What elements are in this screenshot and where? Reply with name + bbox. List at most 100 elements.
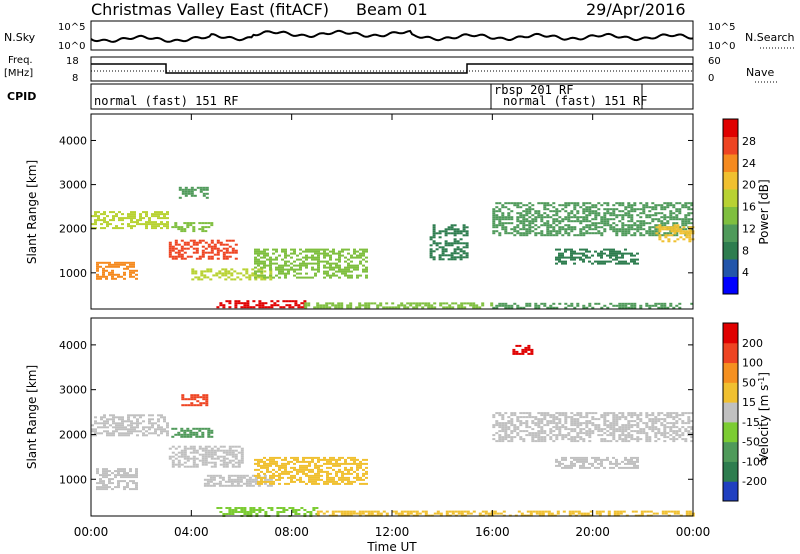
data-cell (624, 428, 628, 431)
data-cell (588, 466, 591, 469)
data-cell (332, 462, 335, 465)
data-cell (148, 223, 151, 226)
data-cell (111, 478, 114, 481)
data-cell (187, 398, 191, 401)
data-cell (451, 512, 455, 515)
data-cell (522, 218, 526, 221)
data-cell (636, 220, 640, 223)
time-tick-label: 12:00 (375, 525, 410, 539)
data-cell (534, 424, 538, 427)
data-cell (109, 211, 112, 214)
data-cell (303, 509, 307, 511)
data-cell (573, 428, 577, 431)
data-cell (582, 228, 586, 231)
data-cell (353, 460, 356, 463)
data-cell (639, 304, 643, 307)
data-cell (117, 486, 120, 489)
colorbar-segment (723, 206, 738, 225)
data-cell (145, 215, 148, 218)
data-cell (311, 482, 314, 485)
data-cell (181, 192, 185, 195)
data-cell (627, 228, 631, 231)
data-cell (579, 464, 582, 467)
data-cell (132, 275, 135, 278)
data-cell (323, 266, 326, 269)
data-cell (556, 510, 560, 513)
data-cell (120, 474, 123, 477)
data-cell (624, 436, 628, 439)
data-cell (589, 510, 593, 513)
data-cell (163, 430, 166, 433)
data-cell (299, 470, 302, 473)
data-cell (276, 304, 280, 307)
data-cell (654, 302, 658, 305)
data-cell (135, 472, 138, 475)
data-cell (120, 480, 123, 483)
data-cell (552, 218, 556, 221)
data-cell (177, 249, 181, 252)
data-cell (651, 202, 655, 205)
data-cell (521, 352, 525, 355)
data-cell (576, 218, 580, 221)
data-cell (201, 455, 205, 458)
data-cell (495, 218, 499, 221)
data-cell (573, 220, 577, 223)
data-cell (103, 424, 106, 427)
data-cell (278, 266, 281, 269)
data-cell (429, 236, 433, 239)
data-cell (269, 458, 272, 461)
data-cell (284, 274, 287, 277)
data-cell (246, 304, 250, 307)
time-axis-title: Time UT (366, 540, 417, 554)
data-cell (353, 264, 356, 267)
data-cell (669, 422, 673, 425)
data-cell (338, 254, 341, 257)
data-cell (347, 462, 350, 465)
data-cell (314, 476, 317, 479)
data-cell (234, 509, 238, 511)
data-cell (157, 414, 160, 417)
data-cell (624, 304, 628, 307)
data-cell (498, 202, 502, 205)
data-cell (519, 222, 523, 225)
data-cell (585, 256, 588, 259)
data-cell (639, 226, 643, 229)
data-cell (530, 350, 534, 353)
data-cell (690, 432, 694, 435)
data-cell (148, 422, 151, 425)
data-cell (672, 234, 676, 237)
data-cell (207, 243, 211, 246)
data-cell (202, 398, 206, 401)
data-cell (391, 306, 395, 309)
data-cell (538, 512, 542, 515)
data-cell (174, 226, 178, 229)
data-cell (609, 218, 613, 221)
data-cell (564, 250, 567, 253)
data-cell (412, 306, 416, 309)
colorbar-tick-label: -50 (742, 436, 760, 449)
data-cell (624, 208, 628, 211)
data-cell (564, 466, 567, 469)
data-cell (230, 478, 234, 481)
data-cell (510, 218, 514, 221)
data-cell (534, 434, 538, 437)
data-cell (660, 306, 664, 309)
data-cell (687, 422, 691, 425)
data-cell (224, 480, 228, 483)
data-cell (341, 248, 344, 251)
data-cell (537, 422, 541, 425)
data-cell (445, 510, 449, 513)
data-cell (541, 510, 545, 513)
data-cell (335, 252, 338, 255)
data-cell (540, 418, 544, 421)
data-cell (278, 456, 281, 459)
data-cell (528, 412, 532, 415)
data-cell (525, 212, 529, 215)
data-cell (266, 254, 269, 257)
data-cell (549, 438, 553, 441)
data-cell (543, 438, 547, 441)
data-cell (603, 418, 607, 421)
data-cell (546, 204, 550, 207)
data-cell (210, 449, 214, 452)
data-cell (218, 476, 222, 479)
